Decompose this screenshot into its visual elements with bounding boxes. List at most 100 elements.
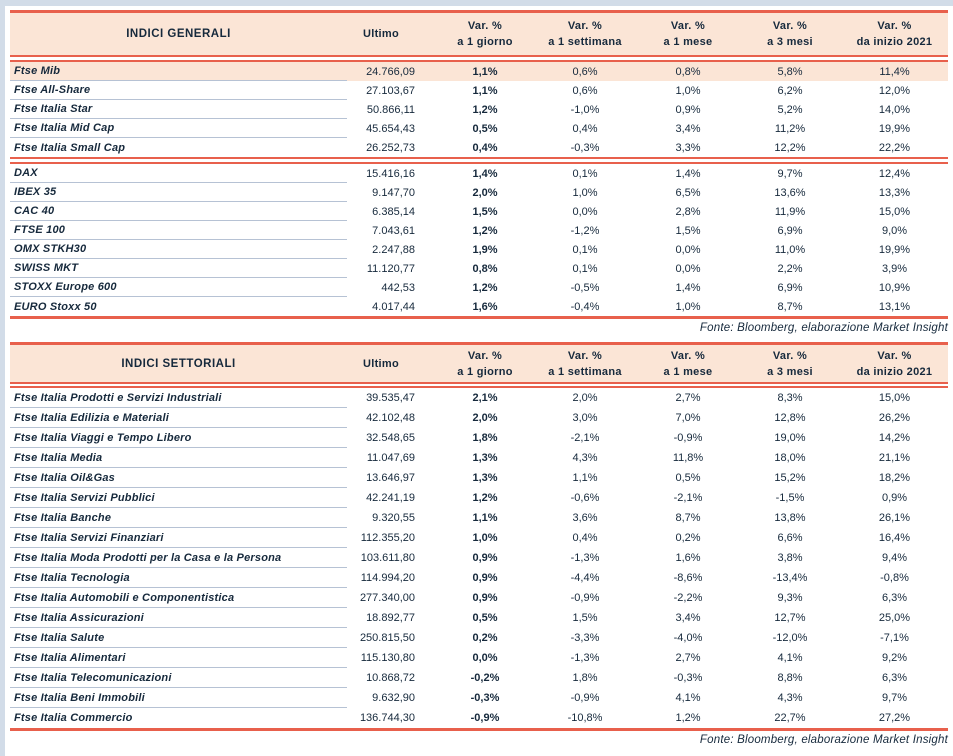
index-name: Ftse Italia Banche	[10, 508, 347, 528]
pct-1w-value: -0,9%	[570, 592, 600, 604]
pct-1d-value: 0,8%	[472, 262, 498, 275]
double-rule	[10, 55, 948, 62]
pct-1w-value: 0,4%	[572, 532, 598, 544]
pct-ytd-value: 15,0%	[878, 392, 911, 404]
period-label-1-giorno: a 1 giorno	[457, 365, 513, 378]
pct-1d-value: 0,4%	[472, 141, 498, 154]
pct-1w-value: 1,0%	[572, 186, 598, 199]
index-name: Ftse Italia Commercio	[14, 712, 133, 724]
pct-1m-value: 4,1%	[675, 692, 701, 704]
pct-1d-value: 1,1%	[472, 84, 498, 97]
pct-3m-value: 8,3%	[777, 392, 803, 404]
ultimo-value: 115.130,80	[360, 652, 415, 664]
pct-1m-value: -0,9%	[673, 432, 703, 444]
pct-1m-value: 0,5%	[675, 472, 701, 484]
ultimo-value: 9.147,70	[372, 186, 415, 199]
pct-1m-value: 8,7%	[675, 512, 701, 524]
var-pct-label: Var. %	[772, 349, 808, 362]
ultimo-value: 9.320,55	[372, 512, 415, 524]
page-margin-top	[0, 0, 953, 6]
pct-1d-value: 2,1%	[472, 392, 498, 404]
pct-3m-value: 3,8%	[777, 552, 803, 564]
pct-1d-value: 0,9%	[472, 592, 498, 604]
pct-1m-value: 7,0%	[675, 412, 701, 424]
index-name: Ftse Italia Salute	[10, 628, 347, 648]
pct-ytd-value: -7,1%	[880, 632, 909, 644]
pct-ytd-value: 9,2%	[881, 652, 908, 664]
col-header-var-1-giorno: Var. % a 1 giorno	[437, 13, 533, 55]
pct-1w-value: 0,1%	[572, 167, 598, 180]
table-row: Ftse All-Share 27.103,67 1,1% 0,6% 1,0% 6,2% 1…	[10, 81, 948, 100]
ultimo-value: 2.247,88	[372, 243, 415, 256]
pct-1d-value: -0,9%	[470, 712, 500, 724]
pct-ytd-value: 19,9%	[878, 243, 911, 256]
pct-1m-value: 1,0%	[675, 300, 701, 313]
pct-1w-value: -0,9%	[570, 692, 600, 704]
pct-3m-value: 4,3%	[777, 692, 803, 704]
index-name: IBEX 35	[10, 183, 347, 202]
pct-3m-value: 8,7%	[777, 300, 803, 313]
pct-1m-value: -2,2%	[673, 592, 703, 604]
pct-3m-value: 6,2%	[777, 84, 803, 97]
pct-1w-value: -1,2%	[570, 224, 600, 237]
pct-1d-value: 1,2%	[472, 103, 498, 116]
ultimo-value: 13.646,97	[366, 472, 415, 484]
pct-1m-value: 6,5%	[675, 186, 701, 199]
pct-1w-value: 1,1%	[572, 472, 598, 484]
pct-ytd-value: 25,0%	[878, 612, 911, 624]
table-row: OMX STKH30 2.247,88 1,9% 0,1% 0,0% 11,0% 19,9%	[10, 240, 948, 259]
pct-1d-value: 1,4%	[472, 167, 498, 180]
pct-1w-value: -0,3%	[570, 141, 600, 154]
pct-ytd-value: 16,4%	[878, 532, 911, 544]
pct-1d-value: 0,5%	[472, 612, 498, 624]
sector-indices-table: INDICI SETTORIALI Ultimo Var. % a 1 gior…	[10, 342, 948, 731]
general-indices-group-international: DAX 15.416,16 1,4% 0,1% 1,4% 9,7% 12,4% IBEX 35…	[10, 164, 948, 316]
pct-1w-value: -2,1%	[570, 432, 600, 444]
table-title-generali: INDICI GENERALI	[126, 28, 231, 40]
double-rule	[10, 157, 948, 164]
pct-1w-value: 2,0%	[572, 392, 598, 404]
pct-ytd-value: 14,2%	[878, 432, 911, 444]
pct-3m-value: 12,7%	[774, 612, 806, 624]
period-label-3-mesi: a 3 mesi	[767, 365, 813, 378]
pct-1w-value: -1,0%	[570, 103, 600, 116]
pct-ytd-value: -0,8%	[880, 572, 909, 584]
pct-1w-value: -10,8%	[567, 712, 603, 724]
col-header-var-inizio-2021: Var. % da inizio 2021	[841, 13, 948, 55]
index-name: Ftse Italia Small Cap	[14, 141, 126, 154]
period-label-1-settimana: a 1 settimana	[548, 365, 622, 378]
col-header-ultimo: Ultimo	[362, 28, 400, 40]
index-name: Ftse Italia Assicurazioni	[10, 608, 347, 628]
pct-1d-value: 1,2%	[472, 224, 498, 237]
index-name: Ftse Italia Servizi Finanziari	[10, 528, 347, 548]
index-name: OMX STKH30	[10, 240, 347, 259]
pct-1d-value: 1,0%	[472, 532, 498, 544]
period-label-1-mese: a 1 mese	[663, 365, 713, 378]
pct-1w-value: 3,6%	[572, 512, 598, 524]
index-name: Ftse Italia Alimentari	[10, 648, 347, 668]
pct-1w-value: 4,3%	[572, 452, 598, 464]
ultimo-value: 50.866,11	[366, 103, 415, 116]
pct-1d-value: 1,1%	[472, 512, 498, 524]
var-pct-label: Var. %	[670, 20, 706, 32]
pct-ytd-value: 27,2%	[878, 712, 911, 724]
table-row: Ftse Italia Servizi Finanziari 112.355,20…	[10, 528, 948, 548]
table-row: Ftse Italia Telecomunicazioni 10.868,72 -0…	[10, 668, 948, 688]
pct-ytd-value: 9,0%	[881, 224, 908, 237]
source-note: Fonte: Bloomberg, elaborazione Market In…	[699, 322, 948, 334]
pct-3m-value: 18,0%	[774, 452, 806, 464]
period-label-3-mesi: a 3 mesi	[767, 36, 813, 48]
index-name: Ftse Italia Viaggi e Tempo Libero	[10, 428, 347, 448]
ultimo-value: 26.252,73	[366, 141, 415, 154]
pct-3m-value: 9,3%	[777, 592, 803, 604]
pct-1m-value: 1,6%	[675, 552, 701, 564]
period-label-inizio-2021: da inizio 2021	[856, 36, 933, 48]
ultimo-value: 18.892,77	[366, 612, 415, 624]
pct-1d-value: 1,1%	[472, 65, 498, 78]
index-name: EURO Stoxx 50	[14, 300, 97, 313]
pct-1w-value: 1,8%	[572, 672, 598, 684]
index-name: SWISS MKT	[10, 259, 347, 278]
pct-1w-value: 0,6%	[572, 65, 598, 78]
col-header-var-inizio-2021: Var. % da inizio 2021	[841, 345, 948, 382]
pct-ytd-value: 9,4%	[881, 552, 908, 564]
